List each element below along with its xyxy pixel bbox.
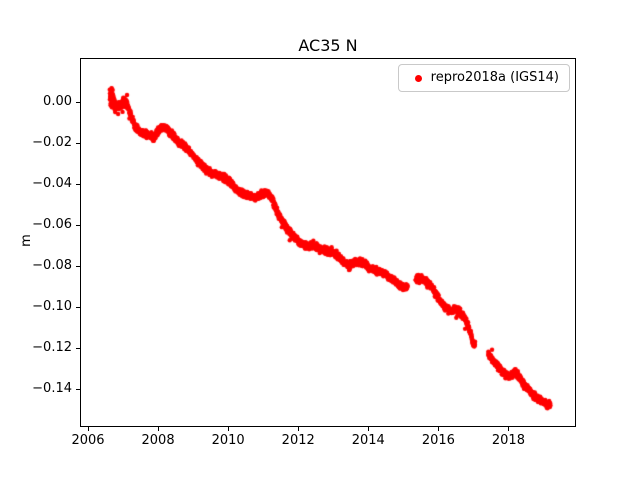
x-tick-label: 2010 bbox=[211, 433, 245, 448]
y-axis-tick bbox=[76, 183, 80, 185]
y-tick-label: −0.02 bbox=[32, 135, 72, 151]
y-axis-tick bbox=[76, 388, 80, 390]
x-axis-tick bbox=[507, 427, 509, 431]
x-tick-label: 2012 bbox=[281, 433, 315, 448]
y-axis-tick bbox=[76, 265, 80, 267]
legend-marker-dot-icon bbox=[414, 74, 422, 82]
x-tick-label: 2016 bbox=[421, 433, 455, 448]
y-axis-tick bbox=[76, 347, 80, 349]
y-axis-label: m bbox=[18, 234, 34, 247]
legend-label: repro2018a (IGS14) bbox=[430, 70, 559, 85]
y-axis-tick bbox=[76, 101, 80, 103]
x-axis-tick bbox=[367, 427, 369, 431]
x-axis-tick bbox=[157, 427, 159, 431]
x-axis-tick bbox=[297, 427, 299, 431]
x-tick-label: 2008 bbox=[141, 433, 175, 448]
x-tick-label: 2014 bbox=[351, 433, 385, 448]
x-axis-tick bbox=[227, 427, 229, 431]
y-tick-label: −0.04 bbox=[32, 176, 72, 192]
scatter-canvas bbox=[81, 59, 575, 426]
y-tick-label: −0.14 bbox=[32, 381, 72, 397]
y-axis-tick bbox=[76, 142, 80, 144]
x-axis-tick bbox=[437, 427, 439, 431]
x-tick-label: 2018 bbox=[491, 433, 525, 448]
y-axis-tick bbox=[76, 224, 80, 226]
chart-title: AC35 N bbox=[298, 36, 358, 55]
legend: repro2018a (IGS14) bbox=[397, 64, 570, 92]
x-axis-tick bbox=[87, 427, 89, 431]
y-axis-tick bbox=[76, 306, 80, 308]
y-tick-label: −0.10 bbox=[32, 299, 72, 315]
y-tick-label: 0.00 bbox=[43, 94, 72, 110]
y-tick-label: −0.08 bbox=[32, 258, 72, 274]
plot-area: repro2018a (IGS14) bbox=[80, 58, 576, 427]
y-tick-label: −0.06 bbox=[32, 217, 72, 233]
y-tick-label: −0.12 bbox=[32, 340, 72, 356]
x-tick-label: 2006 bbox=[71, 433, 105, 448]
